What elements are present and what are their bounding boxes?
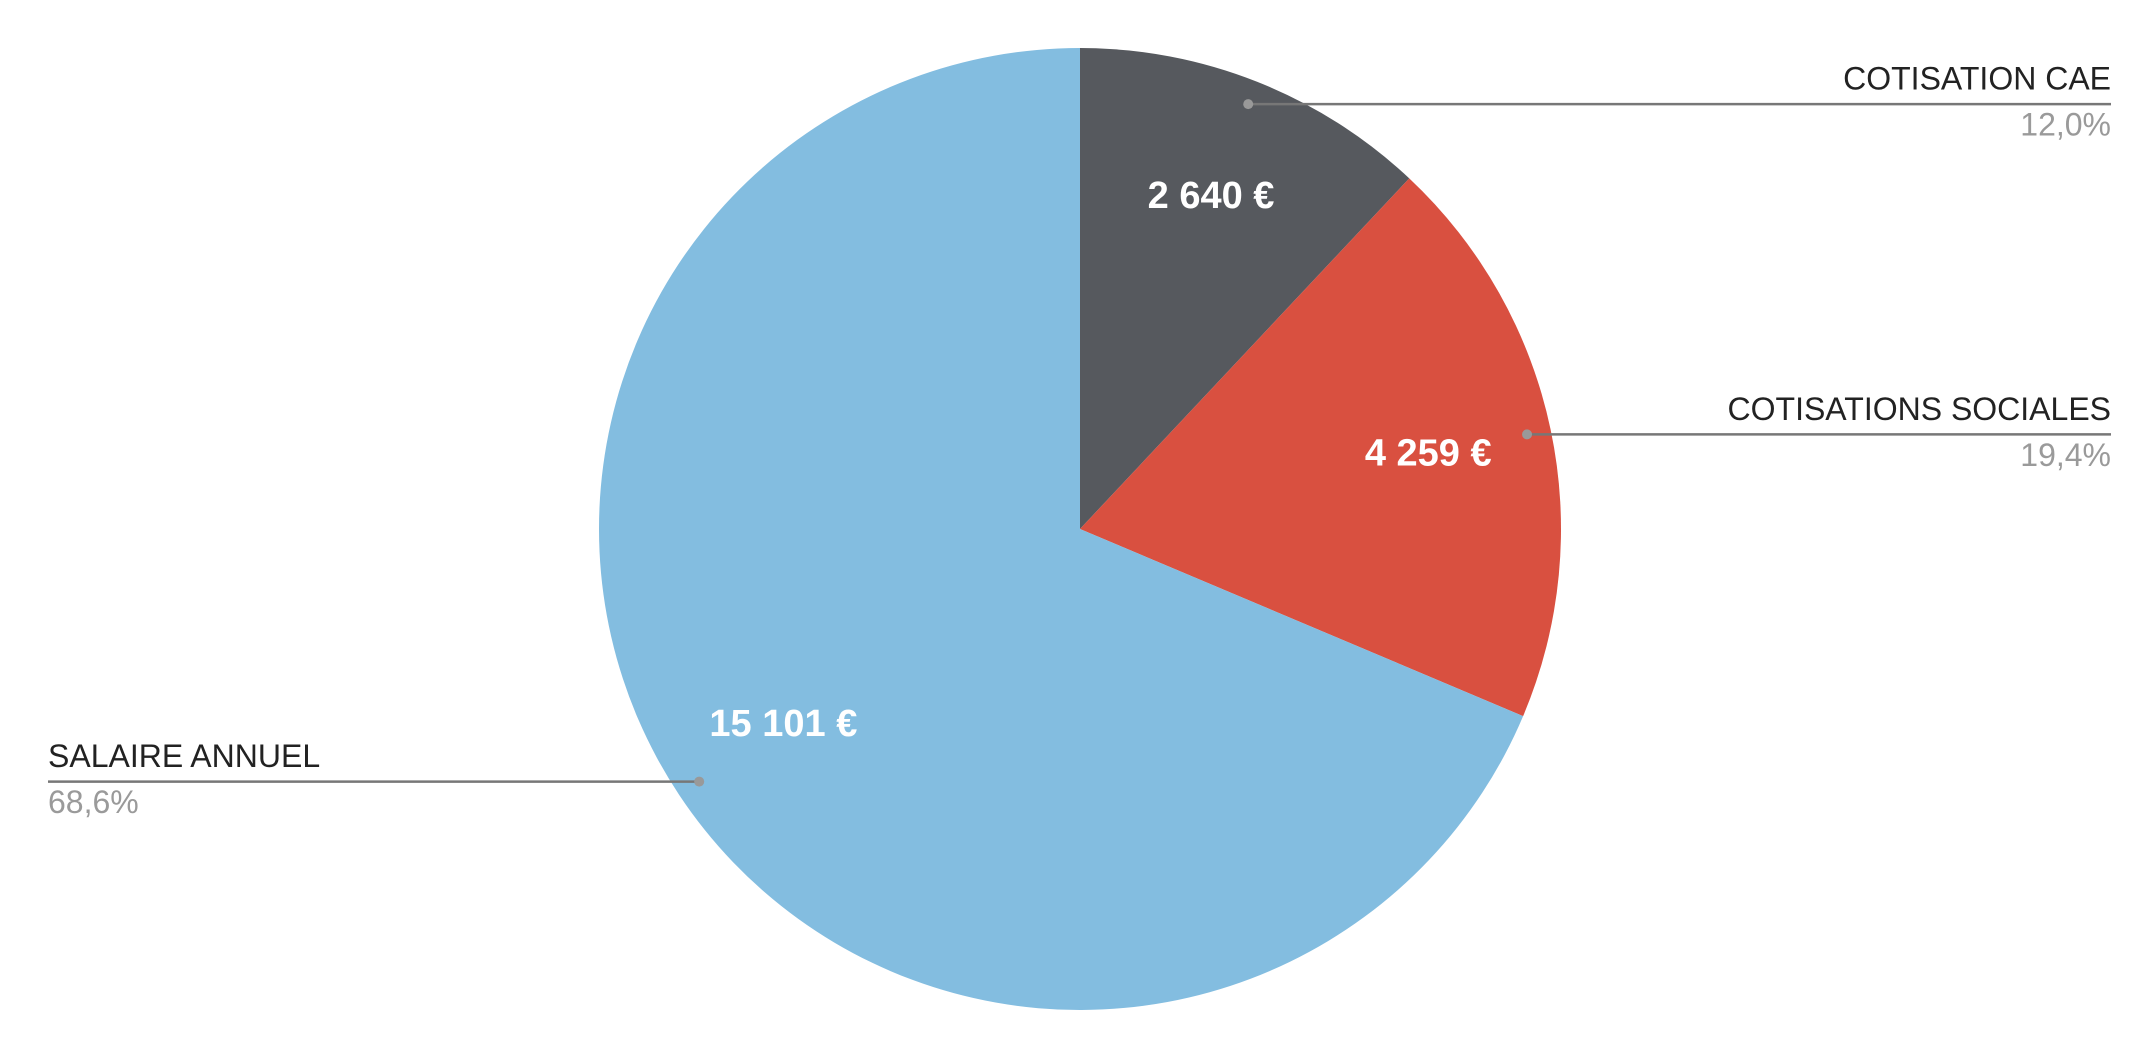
percent-label: 19,4% — [2020, 437, 2111, 473]
legend-label: COTISATION CAE — [1843, 61, 2111, 97]
value-label: 15 101 € — [709, 703, 857, 745]
legend-label: SALAIRE ANNUEL — [48, 738, 320, 774]
legend-label: COTISATIONS SOCIALES — [1728, 391, 2111, 427]
pie-slice — [1080, 178, 1561, 717]
leader-dot — [1522, 429, 1533, 440]
leader-dot — [694, 776, 705, 787]
pie-slice — [598, 48, 1524, 1010]
percent-label: 12,0% — [2020, 107, 2111, 143]
percent-label: 68,6% — [48, 784, 139, 820]
value-label: 2 640 € — [1148, 175, 1275, 217]
value-label: 4 259 € — [1365, 432, 1492, 474]
pie-slice — [1080, 48, 1410, 529]
leader-dot — [1243, 99, 1254, 110]
